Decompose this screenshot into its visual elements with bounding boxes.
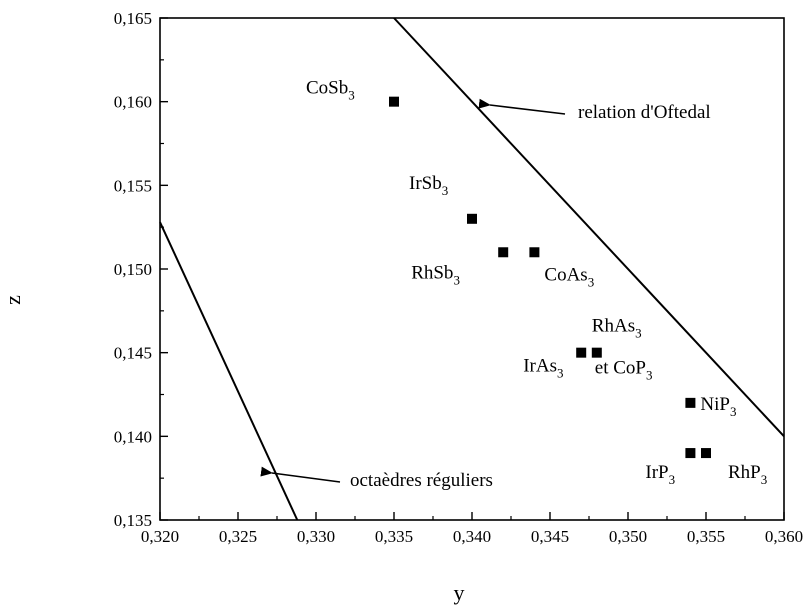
point-cosb3 (389, 96, 399, 107)
x-tick-label: 0,350 (609, 527, 647, 546)
y-tick-label: 0,140 (114, 427, 152, 446)
label-rhas3-cop3: RhAs3 (592, 316, 642, 341)
point-rhsb3 (498, 247, 509, 258)
annotation-octaedres: octaèdres réguliers (260, 466, 493, 491)
x-tick-label: 0,340 (453, 527, 491, 546)
point-iras3 (576, 347, 587, 358)
x-tick-label: 0,360 (765, 527, 803, 546)
x-tick-label: 0,345 (531, 527, 569, 546)
label-iras3: IrAs3 (523, 356, 563, 381)
label-nip3: NiP3 (700, 394, 736, 419)
y-tick-label: 0,160 (114, 93, 152, 112)
y-tick-label: 0,150 (114, 260, 152, 279)
x-axis: 0,320 0,325 0,330 0,335 0,340 0,345 0,350 0,355… (141, 512, 803, 546)
label-irp3: IrP3 (645, 462, 675, 487)
point-labels: CoSb3 IrSb3 RhSb3 CoAs3 IrAs3 RhAs3 et CoP3 NiP… (306, 78, 767, 487)
annotation-oftedal: relation d'Oftedal (478, 98, 711, 123)
label2-rhas3-cop3: et CoP3 (595, 358, 653, 383)
x-tick-label: 0,355 (687, 527, 725, 546)
label-irsb3: IrSb3 (409, 173, 448, 198)
point-rhp3 (701, 448, 711, 459)
label-cosb3: CoSb3 (306, 78, 355, 103)
point-irsb3 (467, 213, 477, 224)
label-rhp3: RhP3 (728, 462, 767, 487)
octaedres-line (159, 221, 299, 521)
oftedal-line (393, 17, 785, 438)
data-points (389, 96, 711, 459)
oftedal-arrow (478, 98, 566, 115)
x-tick-label: 0,320 (141, 527, 179, 546)
plot-area-border (159, 17, 785, 521)
y-tick-label: 0,165 (114, 9, 152, 28)
point-irp3 (685, 448, 696, 459)
x-tick-label: 0,330 (297, 527, 335, 546)
reference-lines (159, 17, 785, 521)
x-axis-title: y (454, 580, 465, 605)
octaedres-label: octaèdres réguliers (350, 470, 493, 491)
point-coas3 (529, 247, 540, 258)
plot-frame (159, 17, 785, 521)
octaedres-arrow (260, 466, 341, 483)
label-rhsb3: RhSb3 (411, 262, 460, 287)
y-tick-label: 0,135 (114, 511, 152, 530)
point-nip3 (685, 397, 696, 408)
y-tick-label: 0,155 (114, 176, 152, 195)
label-coas3: CoAs3 (544, 264, 594, 289)
y-axis-title: z (0, 295, 25, 305)
x-tick-label: 0,335 (375, 527, 413, 546)
x-tick-label: 0,325 (219, 527, 257, 546)
point-rhas3-cop3 (591, 347, 602, 358)
y-axis: 0,135 0,140 0,145 0,150 0,155 0,160 0,165 (114, 9, 168, 530)
oftedal-label: relation d'Oftedal (578, 102, 711, 123)
y-tick-label: 0,145 (114, 344, 152, 363)
